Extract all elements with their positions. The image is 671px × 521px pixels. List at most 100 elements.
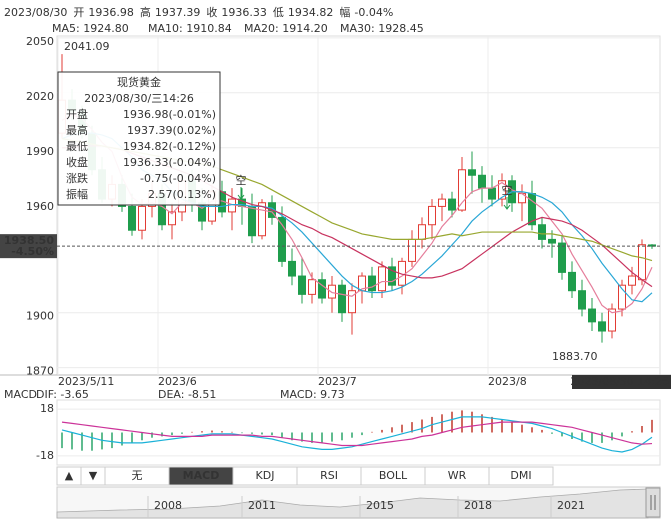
navigator-year: 2018 [464, 499, 492, 512]
tab[interactable] [488, 466, 554, 486]
header-label: 幅 [339, 6, 350, 19]
tooltip-value: 1937.39(0.02%) [127, 124, 216, 137]
candle-body [568, 271, 576, 292]
candle-body [378, 266, 386, 292]
macd-line [61, 421, 653, 447]
candle-body [418, 224, 426, 240]
tab-label: DMI [510, 469, 531, 482]
candle-body [138, 205, 146, 231]
candle-body [548, 238, 556, 244]
candle-body [538, 224, 546, 240]
legend-entry: DIF: -3.65 [36, 388, 89, 401]
header-value: 1934.82 [288, 6, 334, 19]
tooltip-time: 2023/08/30/三14:26 [84, 92, 194, 105]
header-label: 收 [206, 5, 217, 19]
tooltip-label: 振幅 [66, 187, 88, 201]
tab-label: RSI [320, 469, 338, 482]
navigator-handle[interactable] [645, 487, 661, 518]
candle-body [318, 279, 326, 299]
tooltip-label: 最低 [66, 140, 88, 153]
header-label: 开 [73, 6, 84, 19]
candle-body [558, 242, 566, 273]
navigator-year: 2011 [248, 499, 276, 512]
header-value: 1937.39 [155, 6, 201, 19]
signal-label: 空 [236, 173, 247, 187]
candle-body [488, 187, 496, 200]
candle-body [388, 266, 396, 286]
tooltip-value: 1936.98(-0.01%) [123, 108, 216, 121]
candle-body [468, 169, 476, 176]
navigator-year: 2021 [557, 499, 585, 512]
arrow-label: ▲ [65, 469, 74, 482]
candle-body [638, 244, 646, 281]
candle-body [298, 275, 306, 295]
tab-label: MACD [183, 469, 220, 482]
legend-entry: DEA: -8.51 [158, 388, 216, 401]
high-label: 2041.09 [64, 40, 110, 53]
tooltip-title: 现货黄金 [117, 75, 161, 89]
header-value: -0.04% [354, 6, 393, 19]
candle-body [328, 284, 336, 299]
tab-label: KDJ [256, 469, 275, 482]
tab-label: WR [448, 469, 467, 482]
header-value: 1936.33 [221, 6, 267, 19]
crosshair-box [0, 234, 57, 259]
candle-body [248, 205, 256, 237]
header-value: 1936.98 [88, 6, 134, 19]
y-tick-label: -18 [36, 449, 54, 462]
navigator-year: 2008 [154, 499, 182, 512]
y-tick-label: 2050 [26, 35, 54, 48]
candle-body [478, 174, 486, 189]
header-label: 高 [140, 5, 151, 19]
tab-label: BOLL [379, 469, 408, 482]
header-date: 2023/08/30 [4, 6, 67, 19]
candle-body [128, 205, 136, 231]
y-tick-label: 1870 [26, 365, 54, 378]
y-tick-label: 18 [40, 402, 54, 415]
header-label: 低 [273, 6, 284, 19]
crosshair-change: -4.50% [11, 245, 54, 258]
candle-body [578, 290, 586, 310]
signal-arrow [503, 197, 511, 210]
legend-entry: MA10: 1910.84 [148, 22, 232, 35]
candle-body [428, 205, 436, 226]
y-tick-label: 1990 [26, 145, 54, 158]
candle-body [448, 198, 456, 211]
x-tick-label: 2023/8 [488, 375, 527, 388]
tooltip-label: 开盘 [66, 107, 88, 121]
signal-label: 空 [502, 183, 513, 197]
legend-entry: MA5: 1924.80 [52, 22, 129, 35]
tooltip-value: 2.57(0.13%) [148, 188, 216, 201]
low-label: 1883.70 [552, 350, 598, 363]
legend-entry: MACD: 9.73 [280, 388, 345, 401]
y-tick-label: 1900 [26, 310, 54, 323]
y-tick-label: 2020 [26, 90, 54, 103]
candle-body [168, 211, 176, 226]
candle-body [618, 284, 626, 310]
candle-body [308, 279, 316, 295]
macd-title: MACD [4, 388, 37, 401]
tooltip-label: 涨跌 [66, 171, 88, 185]
candle-body [608, 308, 616, 332]
tooltip [57, 71, 221, 206]
header: 2023/08/30 开 1936.98 高 1937.39 收 1936.33 低 1934.… [4, 5, 393, 19]
tooltip-label: 最高 [66, 123, 88, 137]
candle-body [438, 198, 446, 207]
candle-body [348, 290, 356, 314]
candle-body [408, 238, 416, 262]
macd-frame [56, 399, 661, 466]
tab-label: 无 [132, 469, 143, 482]
candle-body [288, 260, 296, 277]
x-cursor-box [572, 375, 671, 389]
tooltip-value: -0.75(-0.04%) [140, 172, 216, 185]
candle-body [588, 308, 596, 323]
tooltip-label: 收盘 [66, 155, 88, 169]
candle-body [458, 169, 466, 211]
candle-body [338, 284, 346, 314]
x-tick-label: 2023/08/30 14:26 [570, 375, 669, 388]
legend-entry: MA30: 1928.45 [340, 22, 424, 35]
candle-body [368, 275, 376, 292]
signal-arrow [237, 187, 245, 200]
candle-body [498, 180, 506, 200]
